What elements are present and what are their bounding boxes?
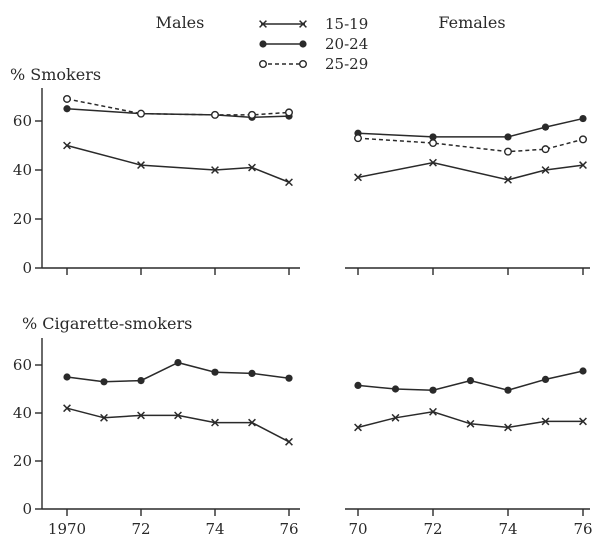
point-bottom-males-15-19-2 [137, 411, 145, 420]
point-bottom-females-20-24-1 [391, 385, 400, 393]
point-bottom-females-20-24-3 [466, 377, 475, 385]
point-top-males-25-29-4 [285, 108, 294, 117]
point-bottom-males-20-24-4 [211, 368, 219, 376]
legend-marker-left-15-19 [259, 20, 267, 28]
point-top-females-25-29-3 [541, 145, 550, 154]
point-bottom-males-20-24-0 [63, 373, 71, 381]
point-top-females-15-19-1 [429, 158, 437, 167]
point-bottom-females-15-19-1 [391, 413, 400, 422]
x-tick-label-females-bottom-2: 74 [498, 520, 517, 538]
series-line-top-males-15-19 [66, 144, 290, 183]
point-bottom-females-15-19-4 [504, 423, 512, 432]
series-line-top-females-15-19 [357, 161, 584, 181]
point-top-males-25-29-3 [247, 110, 256, 119]
point-top-males-20-24-0 [63, 105, 71, 113]
x-tick-label-males-bottom-0: 1970 [48, 520, 86, 538]
point-bottom-females-15-19-0 [354, 423, 362, 432]
legend-marker-left-25-29 [259, 60, 268, 69]
series-line-top-females-20-24 [357, 117, 584, 138]
point-bottom-males-20-24-6 [285, 374, 293, 382]
legend-marker-right-20-24 [299, 40, 307, 48]
point-bottom-females-20-24-4 [504, 386, 512, 394]
y-tick-label-top-60: 60 [13, 112, 32, 130]
y-tick-label-bottom-60: 60 [13, 356, 32, 374]
legend-label-20-24: 20-24 [325, 35, 368, 53]
point-top-females-15-19-3 [541, 166, 550, 174]
point-bottom-females-20-24-6 [579, 367, 587, 375]
legend-marker-left-20-24 [259, 40, 267, 48]
panel-title-cigarette-smokers: % Cigarette-smokers [22, 314, 192, 333]
x-tick-label-females-bottom-0: 70 [348, 520, 367, 538]
y-tick-label-bottom-0: 0 [22, 500, 32, 518]
point-top-males-15-19-1 [137, 161, 145, 170]
point-top-males-25-29-1 [136, 109, 145, 118]
axes: 0 20 40 60 0 20 40 60 1970 72 74 76 70 72 74 76 [13, 88, 593, 538]
point-bottom-females-15-19-6 [579, 417, 587, 426]
point-bottom-females-20-24-0 [354, 381, 362, 389]
point-top-females-20-24-4 [579, 114, 587, 123]
point-bottom-females-15-19-3 [466, 419, 475, 428]
legend-marker-right-25-29 [299, 60, 308, 69]
panel-title-smokers: % Smokers [10, 65, 101, 84]
legend-label-25-29: 25-29 [325, 55, 368, 73]
point-bottom-males-20-24-1 [100, 378, 108, 386]
point-top-males-15-19-3 [248, 163, 256, 172]
point-top-males-25-29-0 [63, 94, 72, 103]
point-bottom-males-15-19-6 [285, 437, 293, 446]
legend-label-15-19: 15-19 [325, 15, 368, 33]
y-tick-label-bottom-20: 20 [13, 452, 32, 470]
point-top-females-25-29-4 [579, 135, 588, 144]
point-top-females-15-19-0 [354, 173, 362, 182]
point-top-females-25-29-0 [354, 134, 363, 143]
y-tick-label-bottom-40: 40 [13, 404, 32, 422]
point-bottom-females-15-19-2 [429, 407, 437, 416]
point-bottom-males-15-19-4 [211, 418, 219, 427]
point-top-males-15-19-0 [63, 141, 71, 150]
series-line-top-males-25-29 [66, 98, 290, 116]
point-top-females-15-19-2 [504, 175, 512, 184]
point-bottom-males-15-19-3 [174, 411, 182, 420]
point-top-males-25-29-2 [210, 110, 219, 119]
series-line-bottom-females-15-19 [357, 411, 583, 429]
point-top-females-25-29-2 [504, 147, 513, 156]
series-line-bottom-males-15-19 [66, 407, 290, 443]
point-bottom-males-15-19-1 [100, 413, 108, 422]
x-tick-label-males-bottom-2: 74 [205, 520, 224, 538]
data-marks [63, 94, 588, 446]
females-header: Females [438, 13, 505, 32]
point-bottom-males-15-19-5 [248, 418, 256, 427]
point-bottom-females-20-24-5 [541, 375, 550, 383]
point-bottom-females-20-24-2 [429, 386, 437, 394]
point-bottom-females-15-19-5 [541, 417, 550, 426]
males-header: Males [156, 13, 205, 32]
point-top-females-20-24-1 [429, 133, 437, 141]
point-top-females-15-19-4 [579, 161, 587, 170]
legend-marker-right-15-19 [299, 20, 307, 28]
x-tick-label-males-bottom-1: 72 [131, 520, 150, 538]
point-top-males-15-19-4 [285, 178, 293, 187]
y-tick-label-top-20: 20 [13, 210, 32, 228]
point-top-females-20-24-2 [504, 133, 512, 141]
point-bottom-males-15-19-0 [63, 404, 71, 413]
y-tick-label-top-0: 0 [22, 259, 32, 277]
point-top-females-25-29-1 [429, 139, 438, 148]
x-tick-label-females-bottom-1: 72 [423, 520, 442, 538]
point-bottom-males-20-24-3 [174, 359, 182, 367]
point-top-females-20-24-3 [541, 123, 550, 131]
point-top-males-15-19-2 [211, 166, 219, 174]
legend: 15-19 20-24 25-29 [259, 15, 368, 73]
y-tick-label-top-40: 40 [13, 161, 32, 179]
point-bottom-males-20-24-5 [248, 369, 256, 377]
x-tick-label-females-bottom-3: 76 [573, 520, 592, 538]
point-bottom-males-20-24-2 [137, 377, 145, 385]
x-tick-label-males-bottom-3: 76 [279, 520, 298, 538]
